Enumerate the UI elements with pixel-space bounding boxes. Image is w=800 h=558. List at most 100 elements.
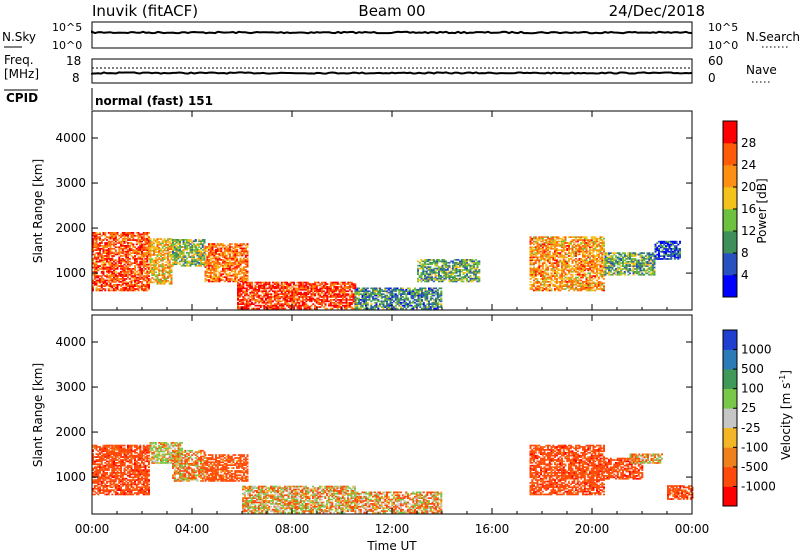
heatmap-cell: [104, 262, 106, 264]
heatmap-cell: [435, 308, 437, 310]
heatmap-cell: [572, 259, 574, 261]
heatmap-cell: [162, 269, 164, 271]
heatmap-cell: [593, 272, 595, 274]
heatmap-cell: [339, 293, 341, 295]
heatmap-cell: [191, 255, 193, 257]
heatmap-cell: [407, 293, 409, 295]
heatmap-cell: [579, 236, 581, 238]
heatmap-cell: [551, 272, 553, 274]
heatmap-cell: [311, 308, 313, 310]
heatmap-cell: [575, 274, 577, 276]
heatmap-cell: [360, 308, 362, 310]
heatmap-cell: [589, 246, 591, 248]
heatmap-cell: [171, 274, 173, 276]
heatmap-cell: [428, 278, 430, 280]
heatmap-cell: [200, 265, 202, 267]
heatmap-cell: [530, 241, 532, 243]
heatmap-cell: [326, 283, 328, 285]
heatmap-cell: [134, 277, 136, 279]
heatmap-cell: [198, 262, 200, 264]
heatmap-cell: [540, 245, 542, 247]
heatmap-cell: [533, 246, 535, 248]
cpid-panel: CPID normal (fast) 151: [4, 88, 213, 110]
heatmap-cell: [376, 290, 378, 292]
heatmap-cell: [265, 302, 267, 304]
heatmap-cell: [414, 293, 416, 295]
heatmap-cell: [145, 277, 147, 279]
heatmap-cell: [269, 283, 271, 285]
heatmap-cell: [251, 308, 253, 310]
heatmap-cell: [593, 287, 595, 289]
heatmap-cell: [565, 280, 567, 282]
heatmap-cell: [554, 275, 556, 277]
heatmap-cell: [131, 248, 133, 250]
heatmap-cell: [411, 302, 413, 304]
heatmap-cell: [582, 287, 584, 289]
heatmap-cell: [212, 243, 214, 245]
heatmap-cell: [414, 299, 416, 301]
heatmap-cell: [533, 254, 535, 256]
heatmap-cell: [346, 301, 348, 303]
heatmap-cell: [158, 250, 160, 252]
heatmap-cell: [533, 238, 535, 240]
heatmap-cell: [575, 245, 577, 247]
heatmap-cell: [572, 257, 574, 259]
heatmap-cell: [124, 254, 126, 256]
heatmap-cell: [582, 241, 584, 243]
heatmap-cell: [432, 298, 434, 300]
heatmap-cell: [110, 280, 112, 282]
heatmap-cell: [96, 265, 98, 267]
heatmap-cell: [582, 264, 584, 266]
heatmap-cell: [96, 280, 98, 282]
heatmap-cell: [438, 266, 440, 268]
heatmap-cell: [255, 282, 257, 284]
heatmap-cell: [411, 293, 413, 295]
heatmap-cell: [304, 308, 306, 310]
heatmap-cell: [600, 284, 602, 286]
heatmap-cell: [198, 249, 200, 251]
heatmap-cell: [134, 262, 136, 264]
heatmap-cell: [96, 252, 98, 254]
heatmap-cell: [139, 265, 141, 267]
heatmap-cell: [439, 288, 441, 290]
heatmap-cell: [262, 298, 264, 300]
heatmap-cell: [355, 301, 357, 303]
heatmap-cell: [279, 298, 281, 300]
heatmap-cell: [339, 290, 341, 292]
heatmap-cell: [428, 268, 430, 270]
heatmap-cell: [150, 261, 152, 263]
heatmap-cell: [390, 288, 392, 290]
heatmap-cell: [164, 238, 166, 240]
heatmap-cell: [325, 308, 327, 310]
heatmap-cell: [138, 257, 140, 259]
heatmap-cell: [561, 287, 563, 289]
heatmap-cell: [131, 262, 133, 264]
heatmap-cell: [318, 282, 320, 284]
heatmap-cell: [120, 245, 122, 247]
heatmap-cell: [409, 288, 411, 290]
heatmap-cell: [586, 238, 588, 240]
heatmap-cell: [445, 275, 447, 277]
heatmap-cell: [276, 305, 278, 307]
heatmap-cell: [417, 271, 419, 273]
heatmap-cell: [439, 301, 441, 303]
heatmap-cell: [96, 277, 98, 279]
heatmap-cell: [138, 248, 140, 250]
heatmap-cell: [251, 282, 253, 284]
heatmap-cell: [582, 236, 584, 238]
heatmap-cell: [272, 305, 274, 307]
heatmap-cell: [198, 243, 200, 245]
heatmap-cell: [424, 273, 426, 275]
heatmap-cell: [307, 305, 309, 307]
heatmap-cell: [540, 287, 542, 289]
heatmap-cell: [393, 288, 395, 290]
heatmap-cell: [305, 303, 307, 305]
heatmap-cell: [537, 248, 539, 250]
heatmap-cell: [575, 267, 577, 269]
heatmap-cell: [579, 278, 581, 280]
heatmap-cell: [99, 285, 101, 287]
heatmap-cell: [386, 295, 388, 297]
heatmap-cell: [551, 288, 553, 290]
date-title: 24/Dec/2018: [609, 2, 705, 20]
heatmap-cell: [117, 275, 119, 277]
